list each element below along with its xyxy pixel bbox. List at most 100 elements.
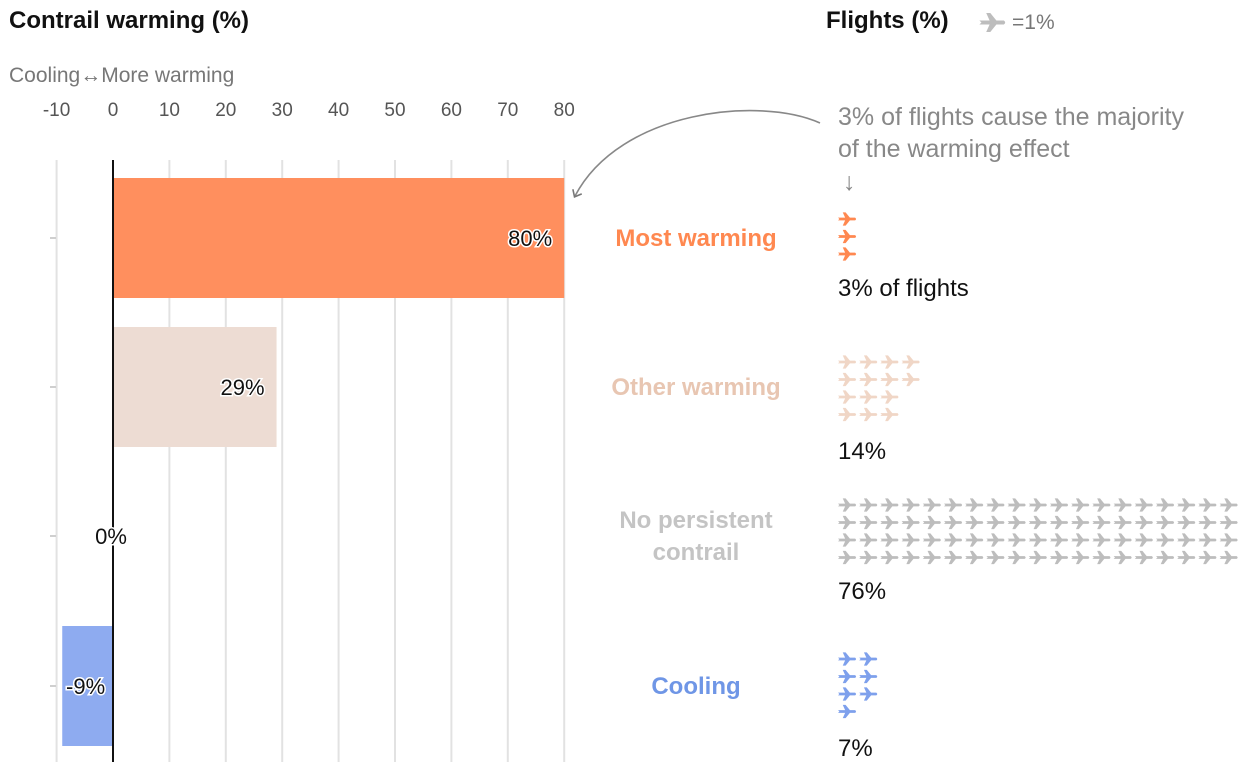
flight-percent-label: 7% (838, 735, 873, 762)
category-label: Most warming (615, 225, 776, 252)
plane-icon (944, 515, 963, 530)
plane-icon (901, 372, 920, 387)
category-label: No persistent (619, 507, 772, 534)
plane-icon (838, 704, 857, 719)
x-axis-ticks: -10 0 10 20 30 40 50 60 70 80 (43, 100, 575, 121)
plane-icon (1219, 515, 1238, 530)
x-tick-label: -10 (43, 100, 70, 121)
plane-icon (922, 515, 941, 530)
plane-icon (1219, 550, 1238, 565)
plane-icon (986, 550, 1005, 565)
plane-icon (901, 498, 920, 512)
bar-value-label: -9% (66, 674, 105, 699)
plane-icon (1113, 498, 1132, 512)
plane-icon (1050, 515, 1069, 530)
plane-icon (838, 355, 857, 369)
bar (113, 178, 565, 298)
plane-icon (838, 687, 857, 701)
plane-icon (1007, 550, 1026, 565)
bar-value-label: 29% (221, 375, 265, 400)
plane-icon (859, 372, 878, 387)
plane-icon (880, 498, 899, 512)
annotation-line-2: of the warming effect (838, 135, 1070, 163)
plane-icon (1219, 533, 1238, 547)
plane-icon (1198, 550, 1217, 565)
flight-percent-label: 14% (838, 438, 886, 465)
plane-icon (1156, 550, 1175, 565)
plane-icon (838, 229, 857, 244)
plane-icon (838, 247, 857, 261)
bar-value-label: 0% (95, 524, 127, 549)
plane-icon (1007, 498, 1026, 512)
plane-icon (1028, 533, 1047, 547)
plane-icon (838, 498, 857, 512)
plane-icon (1071, 550, 1090, 565)
plane-icon (838, 372, 857, 387)
x-tick-label: 50 (384, 100, 405, 121)
plane-icon (859, 550, 878, 565)
plane-icon (838, 212, 857, 226)
plane-icon (859, 498, 878, 512)
plane-icon (838, 550, 857, 565)
plane-icon (859, 515, 878, 530)
plane-icon (979, 13, 1006, 32)
plane-icon (1156, 515, 1175, 530)
plane-icon (944, 550, 963, 565)
plane-icon (1092, 550, 1111, 565)
plane-icon (1177, 515, 1196, 530)
annotation-curved-arrow (572, 109, 821, 198)
plane-icon (859, 390, 878, 404)
bar-value-labels: 80% 29% 0% -9% (65, 225, 554, 701)
plane-icon (986, 498, 1005, 512)
x-tick-label: 80 (554, 100, 575, 121)
flight-percent-label: 3% of flights (838, 275, 969, 302)
annotation: 3% of flights cause the majority of the … (572, 103, 1184, 198)
plane-icon (838, 533, 857, 547)
x-tick-label: 60 (441, 100, 462, 121)
plane-icon (859, 652, 878, 666)
plane-icon (1219, 498, 1238, 512)
plane-icon (838, 652, 857, 666)
plane-icon (1156, 533, 1175, 547)
x-tick-label: 40 (328, 100, 349, 121)
plane-icon (838, 669, 857, 684)
plane-icon (965, 550, 984, 565)
plane-icon (1071, 515, 1090, 530)
plane-icon (1007, 515, 1026, 530)
plane-icon (1028, 515, 1047, 530)
plane-icon (922, 550, 941, 565)
chart-title: Contrail warming (%) (9, 7, 249, 34)
plane-icon (1092, 533, 1111, 547)
category-label: contrail (653, 539, 740, 566)
plane-icon (880, 533, 899, 547)
category-label: Cooling (651, 673, 740, 700)
flights-title: Flights (%) (826, 7, 949, 34)
x-tick-label: 10 (159, 100, 180, 121)
plane-icon (859, 407, 878, 422)
plane-icon (838, 407, 857, 422)
plane-icon (965, 498, 984, 512)
flight-percent-label: 76% (838, 578, 886, 605)
plane-icon (986, 533, 1005, 547)
plane-icon (1134, 533, 1153, 547)
plane-icon (1156, 498, 1175, 512)
plane-icon (1134, 550, 1153, 565)
plane-icon (901, 355, 920, 369)
plane-icon (880, 515, 899, 530)
plane-icon (1113, 550, 1132, 565)
axis-caption: Cooling↔More warming (9, 64, 234, 87)
x-tick-label: 20 (215, 100, 236, 121)
plane-icon (1113, 515, 1132, 530)
plane-icon (901, 533, 920, 547)
plane-icon (1092, 498, 1111, 512)
plane-icon (901, 550, 920, 565)
annotation-line-1: 3% of flights cause the majority (838, 103, 1184, 131)
category-label: Other warming (611, 374, 780, 401)
plane-icon (1050, 533, 1069, 547)
plane-icon (901, 515, 920, 530)
plane-icon (944, 533, 963, 547)
plane-icon (1177, 533, 1196, 547)
flights-legend-text: =1% (1012, 11, 1055, 34)
bar (113, 327, 277, 447)
